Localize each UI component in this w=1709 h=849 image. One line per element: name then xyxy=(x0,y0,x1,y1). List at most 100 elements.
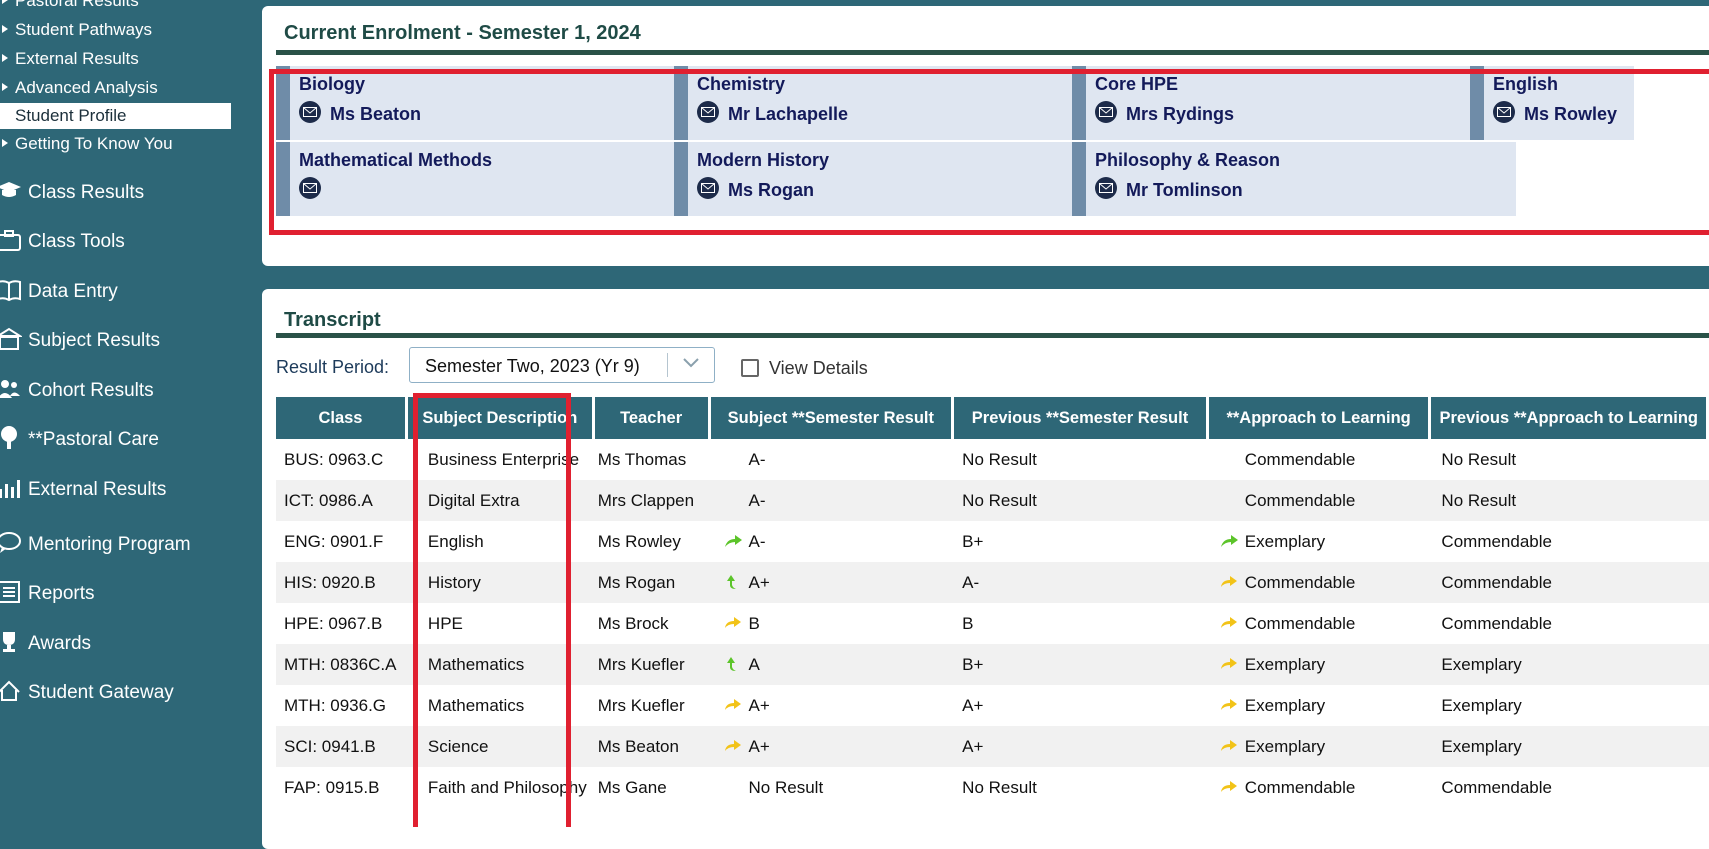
mail-icon[interactable] xyxy=(1095,177,1117,199)
class-cell: ICT: 0986.A xyxy=(276,480,408,521)
approach-value: Exemplary xyxy=(1244,736,1326,756)
table-row: ENG: 0901.F English Ms Rowley A- B+ Exemplary… xyxy=(276,521,1709,562)
column-header[interactable]: **Approach to Learning xyxy=(1208,397,1432,439)
subject-cell: Science xyxy=(407,726,595,767)
nav-item[interactable]: Cohort Results xyxy=(0,363,240,417)
mail-icon[interactable] xyxy=(299,101,321,123)
approach-value: Commendable xyxy=(1244,777,1356,797)
previous-approach-cell: Exemplary xyxy=(1431,644,1709,685)
column-header[interactable]: Subject **Semester Result xyxy=(710,397,955,439)
mail-icon[interactable] xyxy=(299,177,321,199)
enrolment-card[interactable]: Chemistry Mr Lachapelle xyxy=(674,66,1118,140)
subject-cell: Mathematics xyxy=(427,695,525,715)
view-details-checkbox[interactable] xyxy=(741,359,759,377)
trend-up-icon xyxy=(726,574,736,589)
previous-approach-cell: Exemplary xyxy=(1441,695,1522,715)
mail-icon[interactable] xyxy=(1095,101,1117,123)
nav-item-label: Awards xyxy=(28,633,92,654)
triangle-right-icon xyxy=(2,83,8,91)
nav-item[interactable]: Student Gateway xyxy=(0,665,240,719)
subnav-item[interactable]: External Results xyxy=(0,44,232,73)
column-header[interactable]: Teacher xyxy=(594,397,711,439)
subnav-item[interactable]: Pastoral Results xyxy=(0,0,232,15)
trend-up-right-icon xyxy=(1220,534,1238,547)
column-header[interactable]: Previous **Approach to Learning xyxy=(1431,397,1709,439)
enrolment-card[interactable]: Philosophy & Reason Mr Tomlinson xyxy=(1072,142,1516,216)
result-value: B xyxy=(748,613,760,633)
table-row: MTH: 0936.G Mathematics Mrs Kuefler A+ A+ Exe… xyxy=(276,685,1709,726)
nav-item-label: Student Gateway xyxy=(28,682,174,703)
briefcase-icon xyxy=(0,230,21,251)
enrolment-card[interactable]: Core HPE Mrs Rydings xyxy=(1072,66,1516,140)
enrolment-subject: Core HPE xyxy=(1095,74,1179,94)
result-cell: A+ xyxy=(710,726,955,767)
teacher-cell: Mrs Clappen xyxy=(594,480,711,521)
nav-item[interactable]: Class Results xyxy=(0,165,240,219)
class-cell: FAP: 0915.B xyxy=(284,777,380,797)
nav-item-label: Data Entry xyxy=(28,281,118,302)
trend-same-icon xyxy=(1220,739,1237,751)
transcript-title-rule xyxy=(276,333,1709,338)
subnav-item-label: Getting To Know You xyxy=(15,134,173,153)
approach-cell: Commendable xyxy=(1209,767,1432,808)
nav-item[interactable]: Subject Results xyxy=(0,313,240,367)
nav-item[interactable]: Reports xyxy=(0,566,240,620)
previous-result-cell: A- xyxy=(954,562,1209,603)
nav-item[interactable]: Class Tools xyxy=(0,214,240,268)
subnav-item[interactable]: Advanced Analysis xyxy=(0,73,232,102)
triangle-right-icon xyxy=(2,139,8,147)
trend-same-icon xyxy=(1220,698,1237,710)
nav-item[interactable]: Data Entry xyxy=(0,264,240,318)
teacher-cell: Ms Rogan xyxy=(594,562,711,603)
previous-approach-cell: Commendable xyxy=(1431,562,1709,603)
teacher-cell: Mrs Kuefler xyxy=(597,695,685,715)
enrolment-card[interactable]: Modern History Ms Rogan xyxy=(674,142,1118,216)
subnav-item[interactable]: Student Profile xyxy=(0,103,231,129)
tree-icon xyxy=(1,426,17,449)
triangle-right-icon xyxy=(2,25,8,33)
approach-value: Commendable xyxy=(1244,613,1356,633)
trend-same-icon xyxy=(1220,657,1237,669)
column-header[interactable]: Subject Description xyxy=(407,397,595,439)
approach-cell: Commendable xyxy=(1208,480,1432,521)
nav-item-label: Reports xyxy=(28,583,95,604)
enrolment-card[interactable]: Biology Ms Beaton xyxy=(276,66,720,140)
mail-icon[interactable] xyxy=(1493,101,1515,123)
nav-item[interactable]: **Pastoral Care xyxy=(0,412,240,466)
nav-item[interactable]: Mentoring Program xyxy=(0,517,240,571)
enrolment-card[interactable]: Mathematical Methods xyxy=(276,142,720,216)
table-row: ICT: 0986.A Digital Extra Mrs Clappen A- No … xyxy=(276,480,1709,521)
trend-same-icon xyxy=(724,616,741,628)
view-details-label[interactable]: View Details xyxy=(769,358,868,378)
nav-item[interactable]: Awards xyxy=(0,616,240,670)
enrolment-card[interactable]: English Ms Rowley xyxy=(1470,66,1634,140)
mail-icon[interactable] xyxy=(697,101,719,123)
approach-cell: Commendable xyxy=(1209,603,1432,644)
nav-item-label: Class Tools xyxy=(28,231,125,252)
previous-result-cell: B xyxy=(962,613,974,633)
enrolment-teacher: Ms Beaton xyxy=(330,104,422,124)
bar-chart-icon xyxy=(0,480,20,498)
previous-result-cell: B+ xyxy=(962,531,984,551)
previous-result-cell: No Result xyxy=(954,480,1209,521)
subnav-item[interactable]: Getting To Know You xyxy=(0,129,232,158)
subject-cell: Digital Extra xyxy=(407,480,595,521)
mail-icon[interactable] xyxy=(697,177,719,199)
previous-approach-cell: Commendable xyxy=(1441,531,1552,551)
result-cell: B xyxy=(711,603,955,644)
class-cell: ENG: 0901.F xyxy=(284,531,384,551)
enrolment-title-rule xyxy=(276,50,1709,55)
column-header[interactable]: Class xyxy=(276,397,408,439)
approach-value: Exemplary xyxy=(1244,531,1326,551)
subnav-item[interactable]: Student Pathways xyxy=(0,15,232,44)
teacher-cell: Ms Thomas xyxy=(597,449,687,469)
column-header[interactable]: Previous **Semester Result xyxy=(954,397,1209,439)
nav-item[interactable]: External Results xyxy=(0,462,240,516)
approach-value: Exemplary xyxy=(1244,654,1326,674)
nav-item-label: Cohort Results xyxy=(28,380,154,401)
enrolment-subject: Philosophy & Reason xyxy=(1095,150,1281,170)
list-icon xyxy=(0,581,20,603)
enrolment-teacher: Mr Lachapelle xyxy=(728,104,849,124)
result-period-select[interactable]: Semester Two, 2023 (Yr 9) xyxy=(409,347,715,383)
approach-cell: Exemplary xyxy=(1208,726,1432,767)
